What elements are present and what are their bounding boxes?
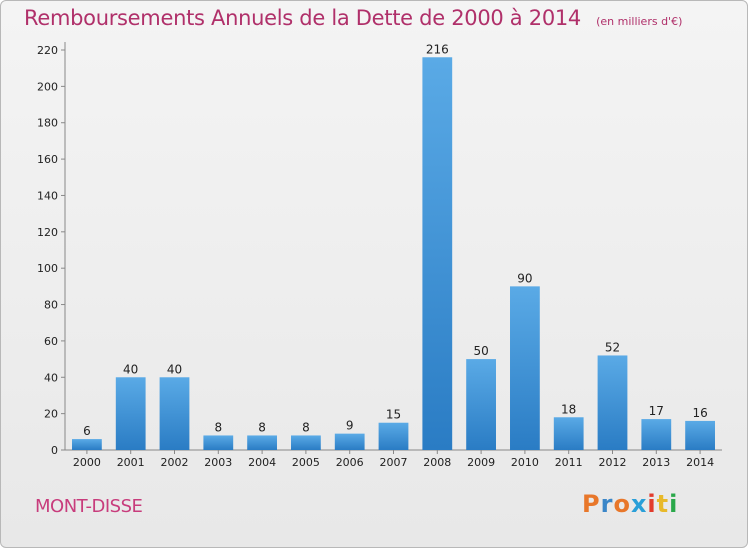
y-tick-label: 200: [37, 80, 58, 93]
town-name: MONT-DISSE: [35, 496, 143, 517]
data-label: 52: [605, 340, 620, 354]
x-tick-label: 2009: [467, 456, 495, 469]
data-label: 90: [517, 271, 532, 285]
bar: [291, 435, 321, 450]
bar: [159, 377, 190, 450]
y-tick-label: 180: [37, 117, 58, 130]
x-tick-label: 2008: [423, 456, 451, 469]
bar: [597, 355, 628, 450]
bars-group: [72, 57, 715, 450]
data-label: 50: [473, 344, 488, 358]
logo-letter: r: [600, 490, 614, 518]
data-label: 15: [386, 408, 401, 422]
bar: [72, 439, 102, 450]
x-tick-label: 2005: [292, 456, 320, 469]
bar: [334, 433, 365, 450]
chart-unit: (en milliers d'€): [596, 15, 683, 28]
data-label: 18: [561, 402, 576, 416]
logo-letter: i: [647, 490, 657, 518]
data-label: 8: [258, 420, 266, 434]
y-axis: 0 20 40 60 80 100 120 140 160 180 200 220: [37, 42, 66, 457]
proxiti-logo: Proxiti: [582, 490, 678, 518]
bar: [510, 286, 540, 450]
bar: [115, 377, 146, 450]
y-tick-label: 0: [51, 444, 58, 457]
x-tick-label: 2000: [73, 456, 101, 469]
x-tick-label: 2007: [380, 456, 408, 469]
y-tick-label: 60: [44, 335, 58, 348]
title-row: Remboursements Annuels de la Dette de 20…: [24, 6, 682, 30]
bar: [203, 435, 234, 450]
data-labels-group: 6 40 40 8 8 8 9 15 216 50 90 18 52 17 16: [83, 42, 708, 438]
logo-letter: t: [656, 490, 670, 518]
x-tick-label: 2010: [511, 456, 539, 469]
x-tick-label: 2011: [555, 456, 583, 469]
data-label: 40: [167, 362, 182, 376]
y-tick-label: 100: [37, 262, 58, 275]
data-label: 9: [346, 419, 354, 433]
logo-letter: o: [613, 490, 631, 518]
bar: [247, 435, 277, 450]
chart-title: Remboursements Annuels de la Dette de 20…: [24, 6, 581, 30]
data-label: 6: [83, 424, 91, 438]
bar: [466, 359, 496, 450]
y-tick-label: 80: [44, 299, 58, 312]
logo-letter: x: [630, 490, 648, 518]
x-axis: 2000 2001 2002 2003 2004 2005 2006 2007 2008 2009…: [65, 449, 722, 469]
data-label: 40: [123, 362, 138, 376]
x-tick-label: 2006: [336, 456, 364, 469]
x-tick-label: 2013: [642, 456, 670, 469]
bar: [422, 57, 453, 450]
y-tick-label: 120: [37, 226, 58, 239]
bar: [641, 419, 672, 450]
data-label: 216: [426, 42, 449, 56]
data-label: 8: [214, 420, 222, 434]
y-tick-label: 220: [37, 44, 58, 57]
y-tick-label: 40: [44, 371, 58, 384]
bar: [685, 420, 715, 450]
y-tick-label: 20: [44, 408, 58, 421]
x-tick-label: 2004: [248, 456, 276, 469]
y-tick-label: 140: [37, 189, 58, 202]
x-tick-label: 2001: [117, 456, 145, 469]
x-tick-label: 2003: [204, 456, 232, 469]
logo-letter: i: [669, 490, 679, 518]
y-tick-label: 160: [37, 153, 58, 166]
bar: [553, 417, 584, 450]
logo-letter: P: [582, 490, 601, 518]
bar: [378, 422, 409, 450]
data-label: 16: [692, 406, 707, 420]
x-tick-label: 2014: [686, 456, 714, 469]
x-tick-label: 2012: [599, 456, 627, 469]
data-label: 17: [649, 404, 664, 418]
data-label: 8: [302, 420, 310, 434]
x-tick-label: 2002: [161, 456, 189, 469]
